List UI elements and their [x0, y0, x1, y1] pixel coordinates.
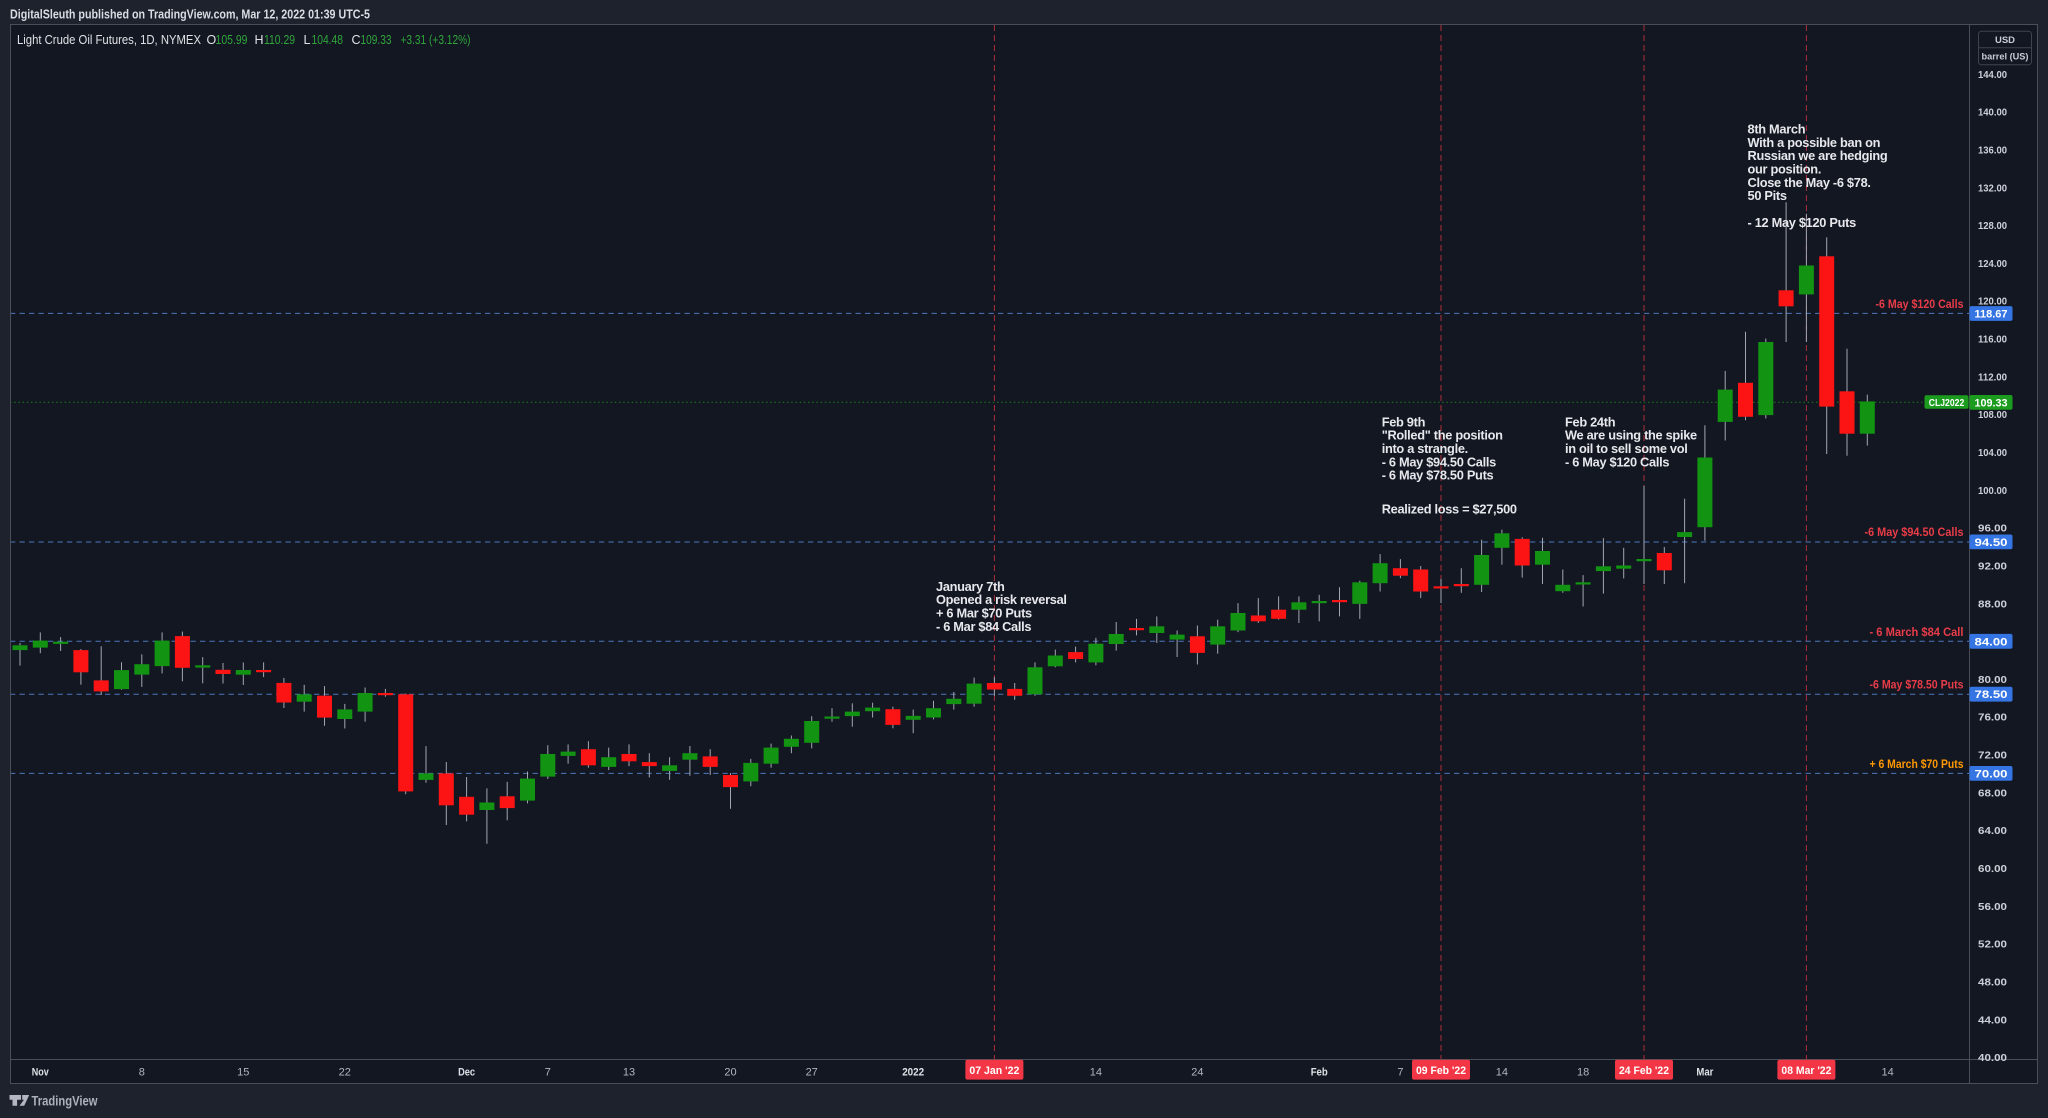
svg-text:50 Pits: 50 Pits: [1748, 188, 1787, 203]
svg-text:64.00: 64.00: [1978, 825, 2007, 837]
svg-text:- 6 May $78.50 Puts: - 6 May $78.50 Puts: [1382, 468, 1494, 483]
svg-text:70.00: 70.00: [1975, 768, 2008, 780]
svg-text:40.00: 40.00: [1978, 1052, 2007, 1064]
svg-text:Feb 9th: Feb 9th: [1382, 414, 1426, 429]
svg-text:Close the May -6 $78.: Close the May -6 $78.: [1748, 175, 1871, 190]
svg-text:Mar: Mar: [1696, 1067, 1714, 1079]
svg-text:07 Jan '22: 07 Jan '22: [969, 1065, 1019, 1077]
svg-text:USD: USD: [1995, 35, 2015, 46]
svg-text:14: 14: [1496, 1067, 1508, 1079]
svg-text:2022: 2022: [902, 1067, 924, 1079]
svg-text:120.00: 120.00: [1978, 296, 2007, 308]
svg-text:-6 May $120 Calls: -6 May $120 Calls: [1876, 297, 1964, 311]
svg-text:78.50: 78.50: [1975, 689, 2008, 701]
svg-text:in oil to sell some vol: in oil to sell some vol: [1565, 441, 1688, 456]
svg-text:O: O: [207, 33, 217, 47]
svg-text:72.00: 72.00: [1978, 750, 2007, 762]
svg-text:48.00: 48.00: [1978, 977, 2007, 989]
svg-text:Opened a risk reversal: Opened a risk reversal: [936, 592, 1067, 607]
svg-text:132.00: 132.00: [1978, 182, 2007, 194]
svg-text:Feb: Feb: [1311, 1067, 1328, 1079]
svg-text:barrel (US): barrel (US): [1982, 52, 2029, 63]
svg-text:13: 13: [623, 1067, 635, 1079]
svg-text:-6 May $94.50 Calls: -6 May $94.50 Calls: [1865, 525, 1964, 539]
svg-text:"Rolled" the position: "Rolled" the position: [1382, 428, 1503, 443]
svg-text:L: L: [304, 33, 311, 47]
svg-text:108.00: 108.00: [1978, 409, 2007, 421]
svg-text:18: 18: [1577, 1067, 1589, 1079]
svg-text:TradingView: TradingView: [32, 1094, 98, 1109]
svg-text:94.50: 94.50: [1975, 537, 2008, 549]
svg-text:96.00: 96.00: [1978, 523, 2007, 535]
svg-text:09 Feb '22: 09 Feb '22: [1416, 1065, 1466, 1077]
svg-text:44.00: 44.00: [1978, 1014, 2007, 1026]
svg-text:140.00: 140.00: [1978, 107, 2007, 119]
svg-text:- 6 March $84 Call: - 6 March $84 Call: [1870, 625, 1964, 639]
svg-text:08 Mar '22: 08 Mar '22: [1781, 1065, 1831, 1077]
svg-text:7: 7: [1397, 1067, 1403, 1079]
svg-text:- 6 May $94.50 Calls: - 6 May $94.50 Calls: [1382, 454, 1496, 469]
svg-text:84.00: 84.00: [1975, 636, 2008, 648]
svg-text:128.00: 128.00: [1978, 220, 2007, 232]
svg-text:- 12 May $120 Puts: - 12 May $120 Puts: [1748, 215, 1857, 230]
svg-text:109.33: 109.33: [1975, 397, 2008, 409]
svg-text:110.29: 110.29: [264, 33, 295, 47]
svg-text:27: 27: [806, 1067, 818, 1079]
svg-text:+ 6 Mar $70 Puts: + 6 Mar $70 Puts: [936, 606, 1032, 621]
svg-text:With a possible ban on: With a possible ban on: [1748, 135, 1881, 150]
svg-text:136.00: 136.00: [1978, 144, 2007, 156]
svg-text:104.48: 104.48: [312, 33, 344, 47]
svg-text:104.00: 104.00: [1978, 447, 2007, 459]
svg-text:Light Crude Oil Futures, 1D, N: Light Crude Oil Futures, 1D, NYMEX: [17, 33, 202, 47]
svg-text:- 6 May $120 Calls: - 6 May $120 Calls: [1565, 454, 1669, 469]
svg-text:Nov: Nov: [32, 1067, 50, 1079]
svg-text:January 7th: January 7th: [936, 579, 1005, 594]
svg-text:our position.: our position.: [1748, 162, 1822, 177]
svg-text:into a strangle.: into a strangle.: [1382, 441, 1468, 456]
svg-text:24 Feb '22: 24 Feb '22: [1619, 1065, 1669, 1077]
svg-text:H: H: [255, 33, 264, 47]
svg-text:52.00: 52.00: [1978, 939, 2007, 951]
svg-text:We are using the spike: We are using the spike: [1565, 428, 1697, 443]
svg-text:56.00: 56.00: [1978, 901, 2007, 913]
svg-text:116.00: 116.00: [1978, 334, 2007, 346]
svg-text:+3.31 (+3.12%): +3.31 (+3.12%): [401, 33, 471, 47]
svg-text:60.00: 60.00: [1978, 863, 2007, 875]
svg-text:14: 14: [1090, 1067, 1102, 1079]
svg-text:80.00: 80.00: [1978, 674, 2007, 686]
svg-text:22: 22: [339, 1067, 351, 1079]
svg-text:Feb 24th: Feb 24th: [1565, 414, 1616, 429]
svg-text:109.33: 109.33: [361, 33, 392, 47]
svg-text:7: 7: [545, 1067, 551, 1079]
svg-text:Dec: Dec: [458, 1067, 475, 1079]
svg-text:124.00: 124.00: [1978, 258, 2007, 270]
svg-text:Realized loss = $27,500: Realized loss = $27,500: [1382, 501, 1517, 516]
svg-text:100.00: 100.00: [1978, 485, 2007, 497]
svg-text:8: 8: [139, 1067, 145, 1079]
svg-text:144.00: 144.00: [1978, 69, 2007, 81]
svg-text:68.00: 68.00: [1978, 787, 2007, 799]
svg-text:88.00: 88.00: [1978, 598, 2007, 610]
svg-text:112.00: 112.00: [1978, 371, 2007, 383]
svg-text:14: 14: [1881, 1067, 1893, 1079]
svg-text:CLJ2022: CLJ2022: [1929, 398, 1965, 409]
svg-text:92.00: 92.00: [1978, 561, 2007, 573]
svg-text:+ 6 March $70 Puts: + 6 March $70 Puts: [1870, 757, 1964, 771]
svg-text:76.00: 76.00: [1978, 712, 2007, 724]
svg-text:-6 May $78.50 Puts: -6 May $78.50 Puts: [1870, 678, 1964, 692]
svg-text:20: 20: [724, 1067, 736, 1079]
svg-text:Russian we are hedging: Russian we are hedging: [1748, 148, 1888, 163]
svg-text:15: 15: [237, 1067, 249, 1079]
svg-text:8th March: 8th March: [1748, 121, 1806, 136]
svg-text:C: C: [352, 33, 361, 47]
svg-text:105.99: 105.99: [216, 33, 248, 47]
svg-text:- 6 Mar $84 Calls: - 6 Mar $84 Calls: [936, 619, 1031, 634]
svg-text:24: 24: [1191, 1067, 1203, 1079]
svg-text:DigitalSleuth published on Tra: DigitalSleuth published on TradingView.c…: [10, 8, 370, 22]
svg-text:118.67: 118.67: [1975, 309, 2008, 321]
